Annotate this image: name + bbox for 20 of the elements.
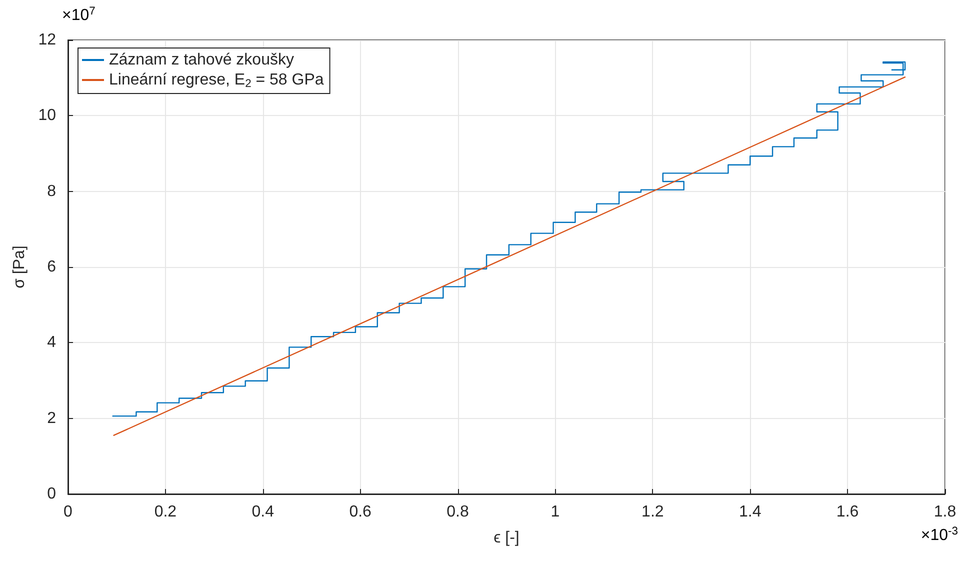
x-tick-label: 0.4 xyxy=(252,504,274,520)
legend-label: Záznam z tahové zkoušky xyxy=(109,52,294,68)
x-tick-label: 1.2 xyxy=(642,504,664,520)
y-tick-label: 2 xyxy=(47,410,56,427)
y-tick-label: 4 xyxy=(47,334,56,352)
x-tick-label: 0.8 xyxy=(446,504,469,520)
x-tick-label: 1 xyxy=(550,504,560,520)
y-tick-label: 6 xyxy=(47,258,56,276)
x-tick-label: 0.6 xyxy=(349,504,372,520)
y-axis-title: σ [Pa] xyxy=(10,246,28,288)
y-tick-label: 8 xyxy=(47,182,56,200)
x-axis-title: ϵ [-] xyxy=(494,530,520,546)
y-tick-label: 12 xyxy=(38,32,56,48)
y-tick-label: 0 xyxy=(47,486,56,502)
x-tick-label: 0 xyxy=(64,504,73,520)
x-tick-label: 1.4 xyxy=(738,504,762,520)
x-tick-label: 0.2 xyxy=(154,504,177,520)
x-tick-label: 1.6 xyxy=(836,504,859,520)
y-tick-label: 10 xyxy=(38,107,56,124)
x-tick-label: 1.8 xyxy=(934,504,956,520)
